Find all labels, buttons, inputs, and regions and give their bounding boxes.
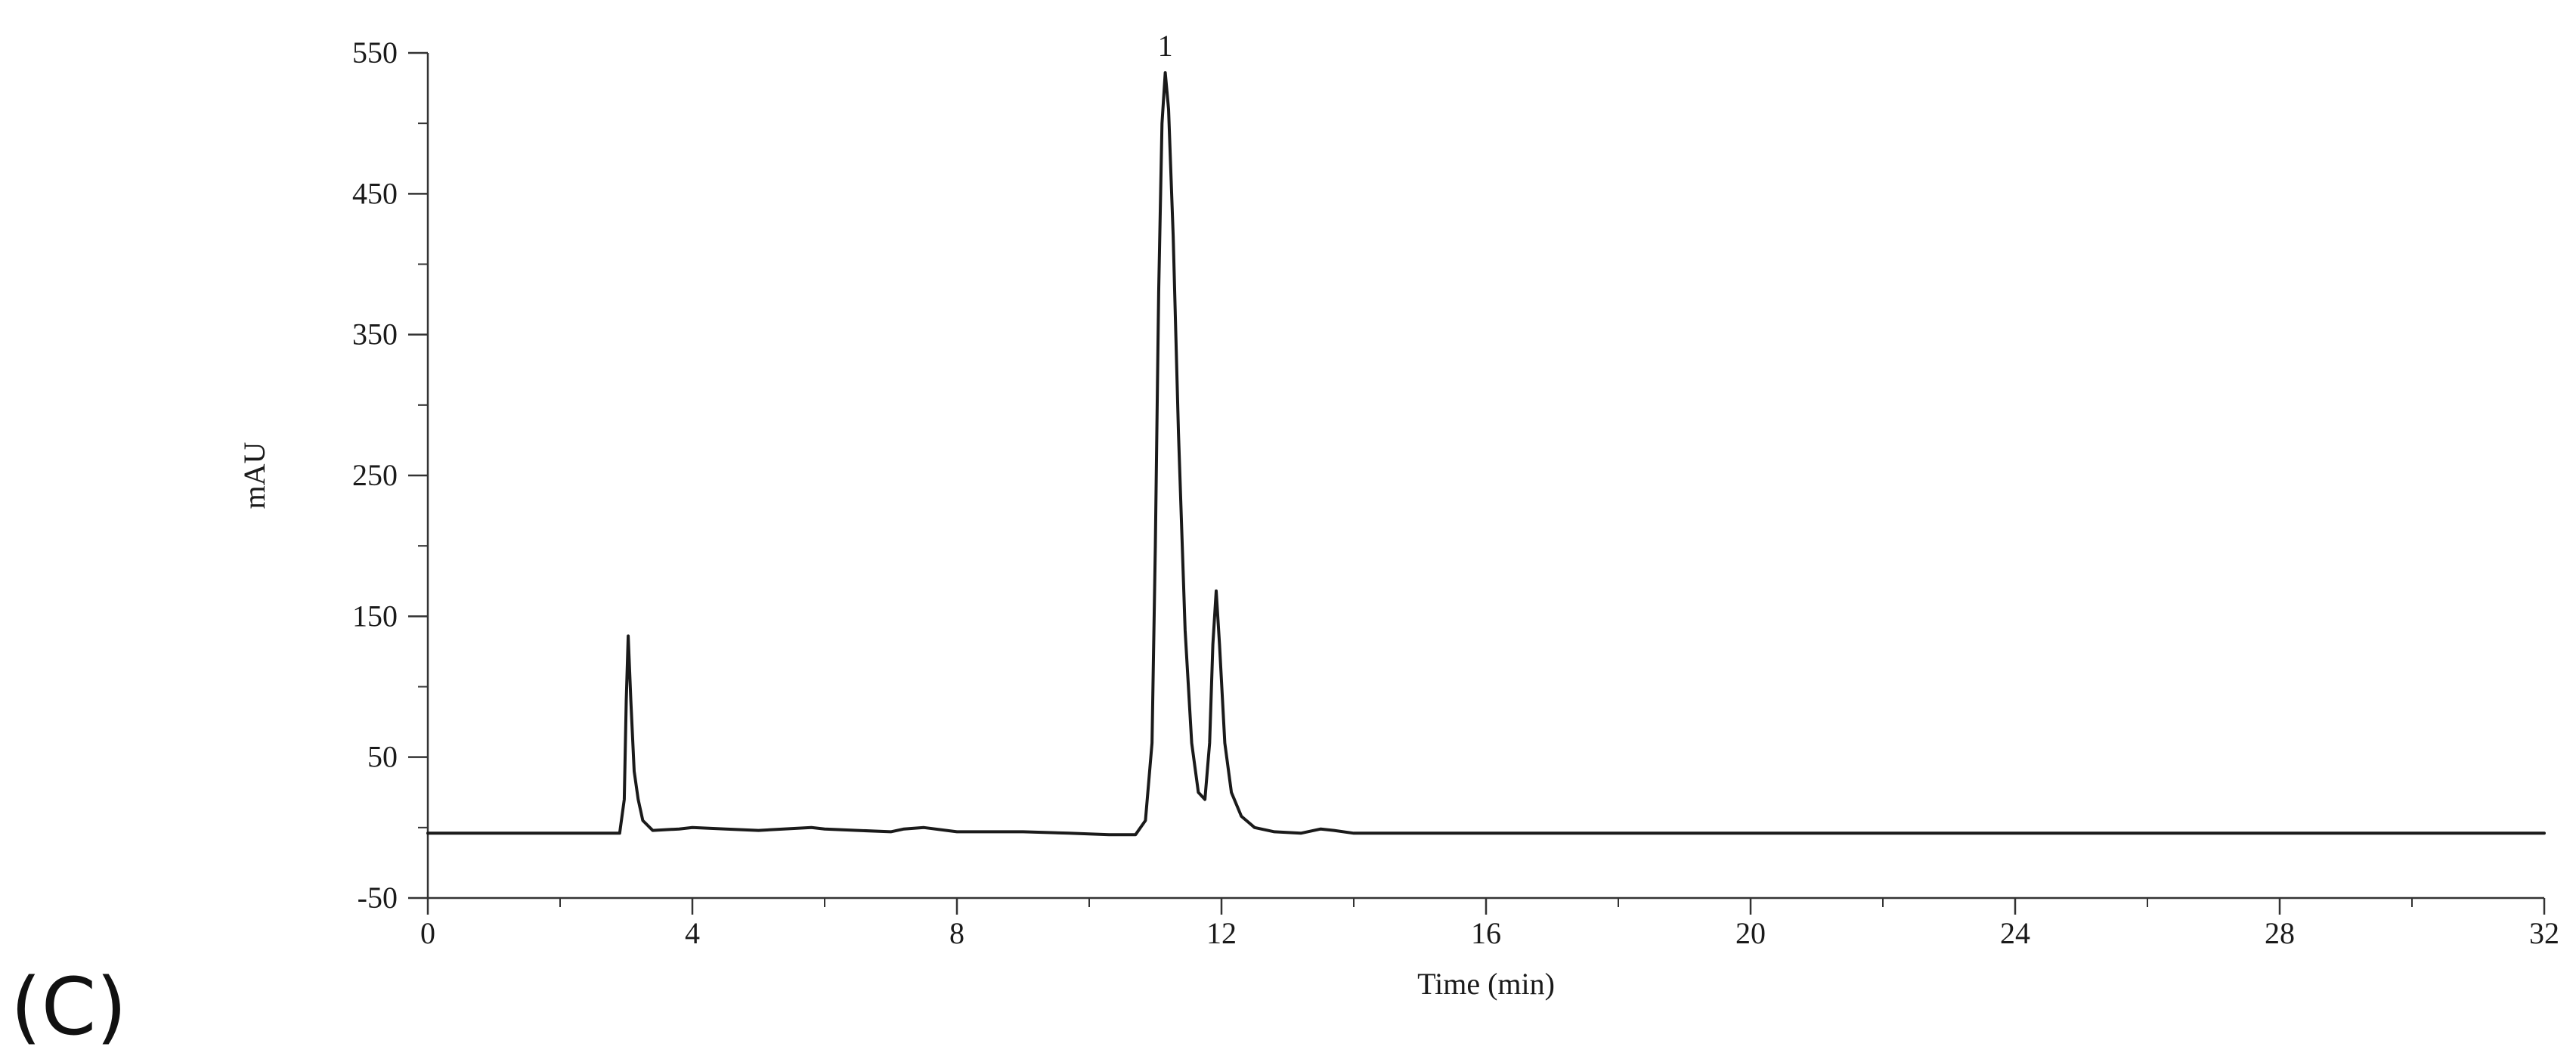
- annotation-group: 1: [1158, 29, 1173, 63]
- series-group: [426, 71, 2546, 837]
- x-tick-label: 24: [2000, 916, 2030, 950]
- y-tick-label: 550: [352, 36, 398, 70]
- x-tick-label: 16: [1471, 916, 1501, 950]
- chromatogram-trace: [426, 71, 2546, 837]
- x-tick-label: 0: [420, 916, 435, 950]
- x-tick-label: 28: [2265, 916, 2295, 950]
- x-tick-label: 12: [1206, 916, 1237, 950]
- x-axis-ticks: 0 4 8 12 16 20 24 28 32: [420, 898, 2559, 950]
- y-tick-label: 450: [352, 176, 398, 210]
- y-tick-label: 250: [352, 458, 398, 492]
- x-axis-title: Time (min): [1417, 967, 1555, 1001]
- y-tick-label: 350: [352, 317, 398, 351]
- y-tick-label: 50: [367, 740, 398, 774]
- peak-label: 1: [1158, 29, 1173, 63]
- x-tick-label: 20: [1735, 916, 1766, 950]
- x-tick-label: 32: [2529, 916, 2559, 950]
- y-tick-label: 150: [352, 599, 398, 633]
- x-tick-label: 4: [685, 916, 700, 950]
- x-tick-label: 8: [949, 916, 964, 950]
- y-axis-ticks: -50 50 150 250 350 450 550: [352, 36, 428, 915]
- panel-label: (C): [11, 961, 127, 1053]
- y-axis-title: mAU: [237, 441, 271, 509]
- y-tick-label: -50: [358, 881, 398, 915]
- plot-area: -50 50 150 250 350 450 550 0 4 8 12 16 20 24 28 32 1: [352, 29, 2559, 950]
